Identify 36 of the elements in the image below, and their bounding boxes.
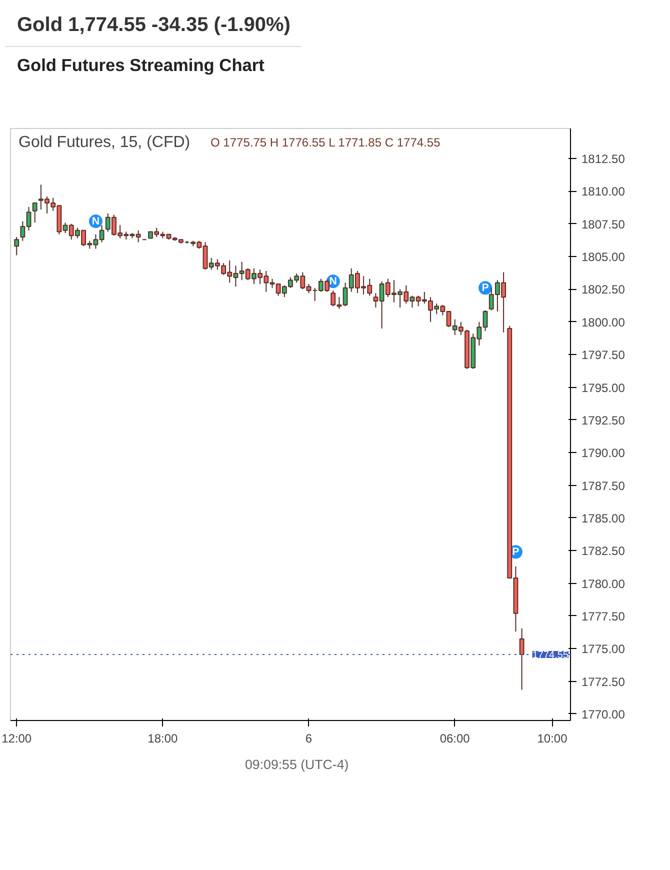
annotation: P: [482, 282, 489, 294]
y-tick-label: 1805.00: [582, 250, 626, 264]
text: 09:09:55 (UTC-4): [244, 756, 350, 774]
x-tick-label: 06:00: [440, 732, 470, 746]
y-tick-label: 1800.00: [582, 316, 626, 330]
x-tick-label: 12:00: [2, 732, 32, 746]
y-tick-label: 1782.50: [582, 544, 626, 558]
annotation: O 1775.75 H 1776.55 L 1771.85 C 1774.55: [210, 136, 441, 150]
y-tick-label: 1810.00: [582, 185, 626, 200]
x-tick-label: 6: [305, 732, 312, 746]
ref-line-label: 1774.55: [532, 650, 569, 662]
y-tick-label: 1802.50: [582, 283, 626, 298]
y-tick-label: 1812.50: [582, 152, 626, 166]
y-tick-label: 1792.50: [582, 414, 626, 428]
y-tick-label: 1770.00: [582, 708, 626, 722]
candlestick: [32, 202, 38, 224]
y-tick-label: 1785.00: [582, 512, 626, 526]
candlestick: [519, 628, 524, 691]
annotation: Gold Futures, 15, (CFD): [18, 134, 190, 152]
candlestick: [14, 236, 20, 256]
annotation: P: [512, 546, 520, 558]
y-tick-label: 1807.50: [582, 218, 626, 232]
annotation: N: [92, 216, 100, 228]
y-tick-label: 1797.50: [582, 348, 626, 362]
chart-subtitle: Gold 1,774.55 -34.35 (-1.90%): [16, 13, 292, 38]
y-tick-label: 1775.00: [582, 642, 626, 656]
x-tick-label: 18:00: [148, 732, 178, 746]
y-tick-label: 1780.00: [582, 577, 626, 592]
y-tick-label: 1772.50: [582, 675, 626, 690]
y-tick-label: 1795.00: [582, 381, 626, 396]
x-tick-label: 10:00: [537, 732, 568, 746]
y-tick-label: 1787.50: [582, 479, 626, 494]
y-tick-label: 1790.00: [582, 446, 626, 460]
y-tick-label: 1777.50: [582, 610, 626, 624]
chart-title: Gold Futures Streaming Chart: [5, 46, 302, 84]
annotation: N: [329, 276, 337, 288]
